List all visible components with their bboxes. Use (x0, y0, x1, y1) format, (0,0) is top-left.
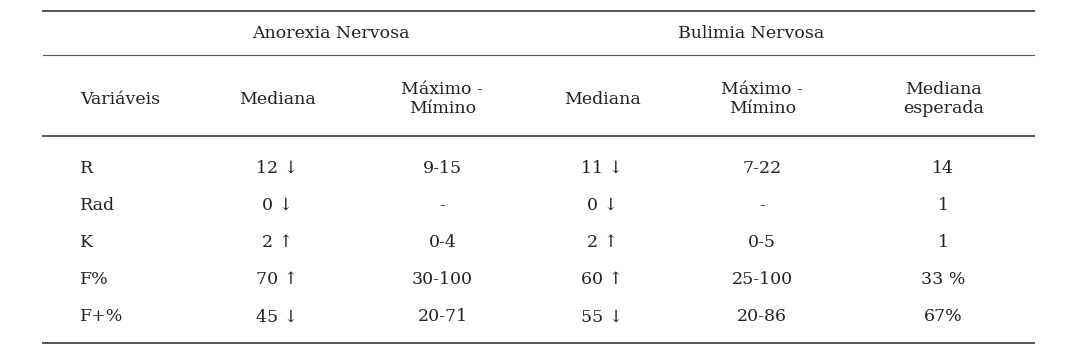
Text: 67%: 67% (924, 308, 963, 325)
Text: 33 %: 33 % (921, 271, 966, 288)
Text: 70 ↑: 70 ↑ (256, 271, 298, 288)
Text: 7-22: 7-22 (743, 160, 781, 177)
Text: K: K (80, 234, 93, 251)
Text: Rad: Rad (80, 197, 115, 214)
Text: F%: F% (80, 271, 109, 288)
Text: Mediana
esperada: Mediana esperada (903, 81, 984, 118)
Text: Máximo -
Mímino: Máximo - Mímino (402, 81, 483, 118)
Text: -: - (439, 197, 446, 214)
Text: Mediana: Mediana (239, 91, 316, 108)
Text: 1: 1 (938, 197, 949, 214)
Text: Anorexia Nervosa: Anorexia Nervosa (252, 25, 409, 42)
Text: Mediana: Mediana (564, 91, 641, 108)
Text: 45 ↓: 45 ↓ (256, 308, 298, 325)
Text: 55 ↓: 55 ↓ (581, 308, 624, 325)
Text: 0 ↓: 0 ↓ (261, 197, 293, 214)
Text: R: R (80, 160, 93, 177)
Text: 60 ↑: 60 ↑ (581, 271, 624, 288)
Text: -: - (759, 197, 765, 214)
Text: 20-86: 20-86 (738, 308, 787, 325)
Text: 14: 14 (933, 160, 954, 177)
Text: Variáveis: Variáveis (80, 91, 160, 108)
Text: F+%: F+% (80, 308, 124, 325)
Text: 9-15: 9-15 (423, 160, 462, 177)
Text: 11 ↓: 11 ↓ (581, 160, 624, 177)
Text: 20-71: 20-71 (417, 308, 468, 325)
Text: 0-5: 0-5 (748, 234, 776, 251)
Text: 0-4: 0-4 (429, 234, 456, 251)
Text: 25-100: 25-100 (731, 271, 793, 288)
Text: 30-100: 30-100 (411, 271, 473, 288)
Text: 12 ↓: 12 ↓ (256, 160, 298, 177)
Text: 2 ↑: 2 ↑ (586, 234, 618, 251)
Text: Máximo -
Mímino: Máximo - Mímino (722, 81, 803, 118)
Text: Bulimia Nervosa: Bulimia Nervosa (678, 25, 825, 42)
Text: 1: 1 (938, 234, 949, 251)
Text: 0 ↓: 0 ↓ (586, 197, 618, 214)
Text: 2 ↑: 2 ↑ (261, 234, 293, 251)
